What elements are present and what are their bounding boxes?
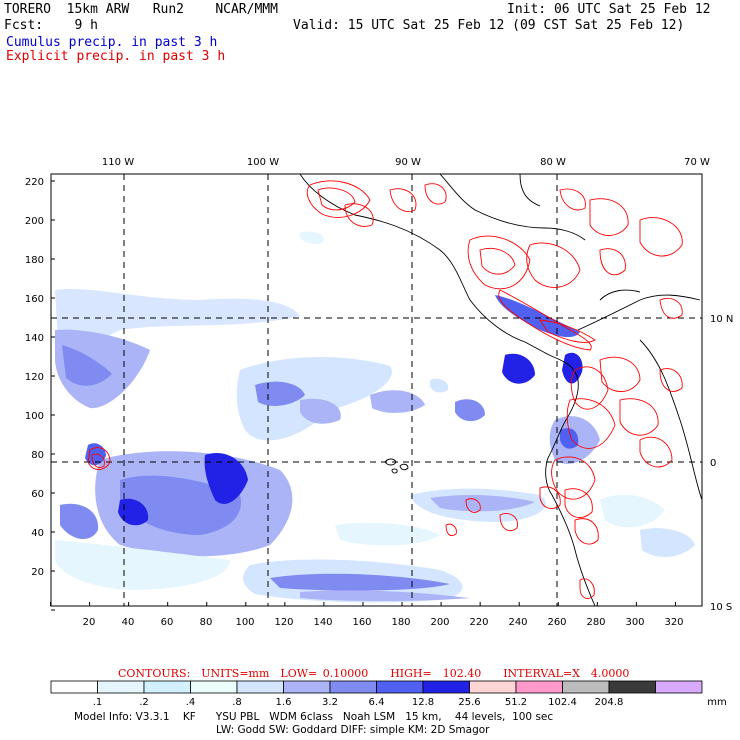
legend-swatch: [655, 680, 703, 694]
x-tick: 220: [469, 617, 488, 628]
x-tick: 80: [200, 617, 213, 628]
axis-tick-marks: [50, 180, 676, 611]
lon-label-110w: 110 W: [102, 157, 134, 168]
legend-label: .2: [139, 697, 149, 708]
legend-label: 6.4: [368, 697, 385, 708]
legend-label: .4: [185, 697, 196, 708]
x-tick: 120: [274, 617, 293, 628]
x-tick: 300: [625, 617, 644, 628]
legend-swatch: [515, 680, 563, 694]
legend-unit: mm: [707, 697, 727, 708]
lon-label-100w: 100 W: [247, 157, 279, 168]
x-tick: 280: [586, 617, 605, 628]
y-tick: 20: [31, 567, 44, 578]
lon-label-70w: 70 W: [684, 157, 710, 168]
legend-swatch: [50, 680, 98, 694]
y-tick: 160: [25, 294, 44, 305]
legend-swatch: [562, 680, 610, 694]
legend-swatch: [283, 680, 331, 694]
y-tick: 100: [25, 411, 44, 422]
x-tick: 40: [122, 617, 135, 628]
legend-swatch: [422, 680, 470, 694]
forecast-hour: Fcst: 9 h: [4, 18, 98, 33]
legend-swatch: [608, 680, 656, 694]
x-tick: 240: [508, 617, 527, 628]
legend-label: 25.6: [458, 697, 481, 708]
coastline: [299, 174, 702, 606]
field-explicit-label: Explicit precip. in past 3 h: [6, 49, 226, 64]
legend-swatch: [469, 680, 517, 694]
legend-label: 3.2: [322, 697, 338, 708]
x-tick: 100: [235, 617, 254, 628]
legend-label: 204.8: [594, 697, 624, 708]
y-tick: 180: [25, 255, 44, 266]
legend-label: 1.6: [275, 697, 292, 708]
field-cumulus-label: Cumulus precip. in past 3 h: [6, 35, 218, 50]
legend-label: .1: [92, 697, 103, 708]
legend-label: 12.8: [411, 697, 435, 708]
legend-label: 51.2: [504, 697, 528, 708]
y-tick: 80: [31, 450, 44, 461]
legend-swatch: [376, 680, 424, 694]
x-tick: 180: [391, 617, 410, 628]
x-tick: 200: [430, 617, 449, 628]
legend-swatch: [97, 680, 145, 694]
y-tick: 40: [31, 528, 44, 539]
y-tick: 120: [25, 372, 44, 383]
bottom-axis-ticks: 20 40 60 80 100 120 140 160 180 200 220 …: [83, 617, 684, 628]
x-tick: 60: [161, 617, 174, 628]
lon-label-80w: 80 W: [540, 157, 566, 168]
init-time: Init: 06 UTC Sat 25 Feb 12: [507, 2, 711, 17]
valid-time: Valid: 15 UTC Sat 25 Feb 12 (09 CST Sat …: [293, 18, 685, 33]
y-tick: 200: [25, 216, 44, 227]
map-frame: [50, 173, 703, 607]
explicit-precip-contours: [87, 180, 683, 599]
x-tick: 20: [83, 617, 96, 628]
y-tick: 220: [25, 177, 44, 188]
legend-swatch: [329, 680, 377, 694]
lon-label-90w: 90 W: [395, 157, 421, 168]
legend-label: .8: [232, 697, 242, 708]
legend-swatch: [143, 680, 191, 694]
cumulus-precip-shading: [55, 231, 695, 603]
legend-label: 102.4: [548, 697, 577, 708]
x-tick: 160: [352, 617, 371, 628]
legend-color-bar: [50, 680, 703, 694]
legend-swatch: [190, 680, 238, 694]
lat-label-10n: 10 N: [710, 314, 733, 325]
x-tick: 320: [664, 617, 683, 628]
lat-label-0: 0: [710, 458, 716, 469]
model-info-line2: LW: Godd SW: Goddard DIFF: simple KM: 2D…: [216, 724, 490, 736]
y-tick: 140: [25, 333, 44, 344]
contours-info: CONTOURS: UNITS=mm LOW= 0.10000 HIGH= 10…: [118, 667, 630, 680]
legend-swatch: [236, 680, 284, 694]
y-tick: 60: [31, 489, 44, 500]
model-info-line1: Model Info: V3.3.1 KF YSU PBL WDM 6class…: [74, 711, 554, 723]
model-title: TORERO 15km ARW Run2 NCAR/MMM: [4, 2, 278, 17]
left-axis-ticks: 220 200 180 160 140 120 100 80 60 40 20: [25, 177, 44, 578]
x-tick: 260: [547, 617, 566, 628]
x-tick: 140: [313, 617, 332, 628]
lat-label-10s: 10 S: [710, 602, 732, 613]
